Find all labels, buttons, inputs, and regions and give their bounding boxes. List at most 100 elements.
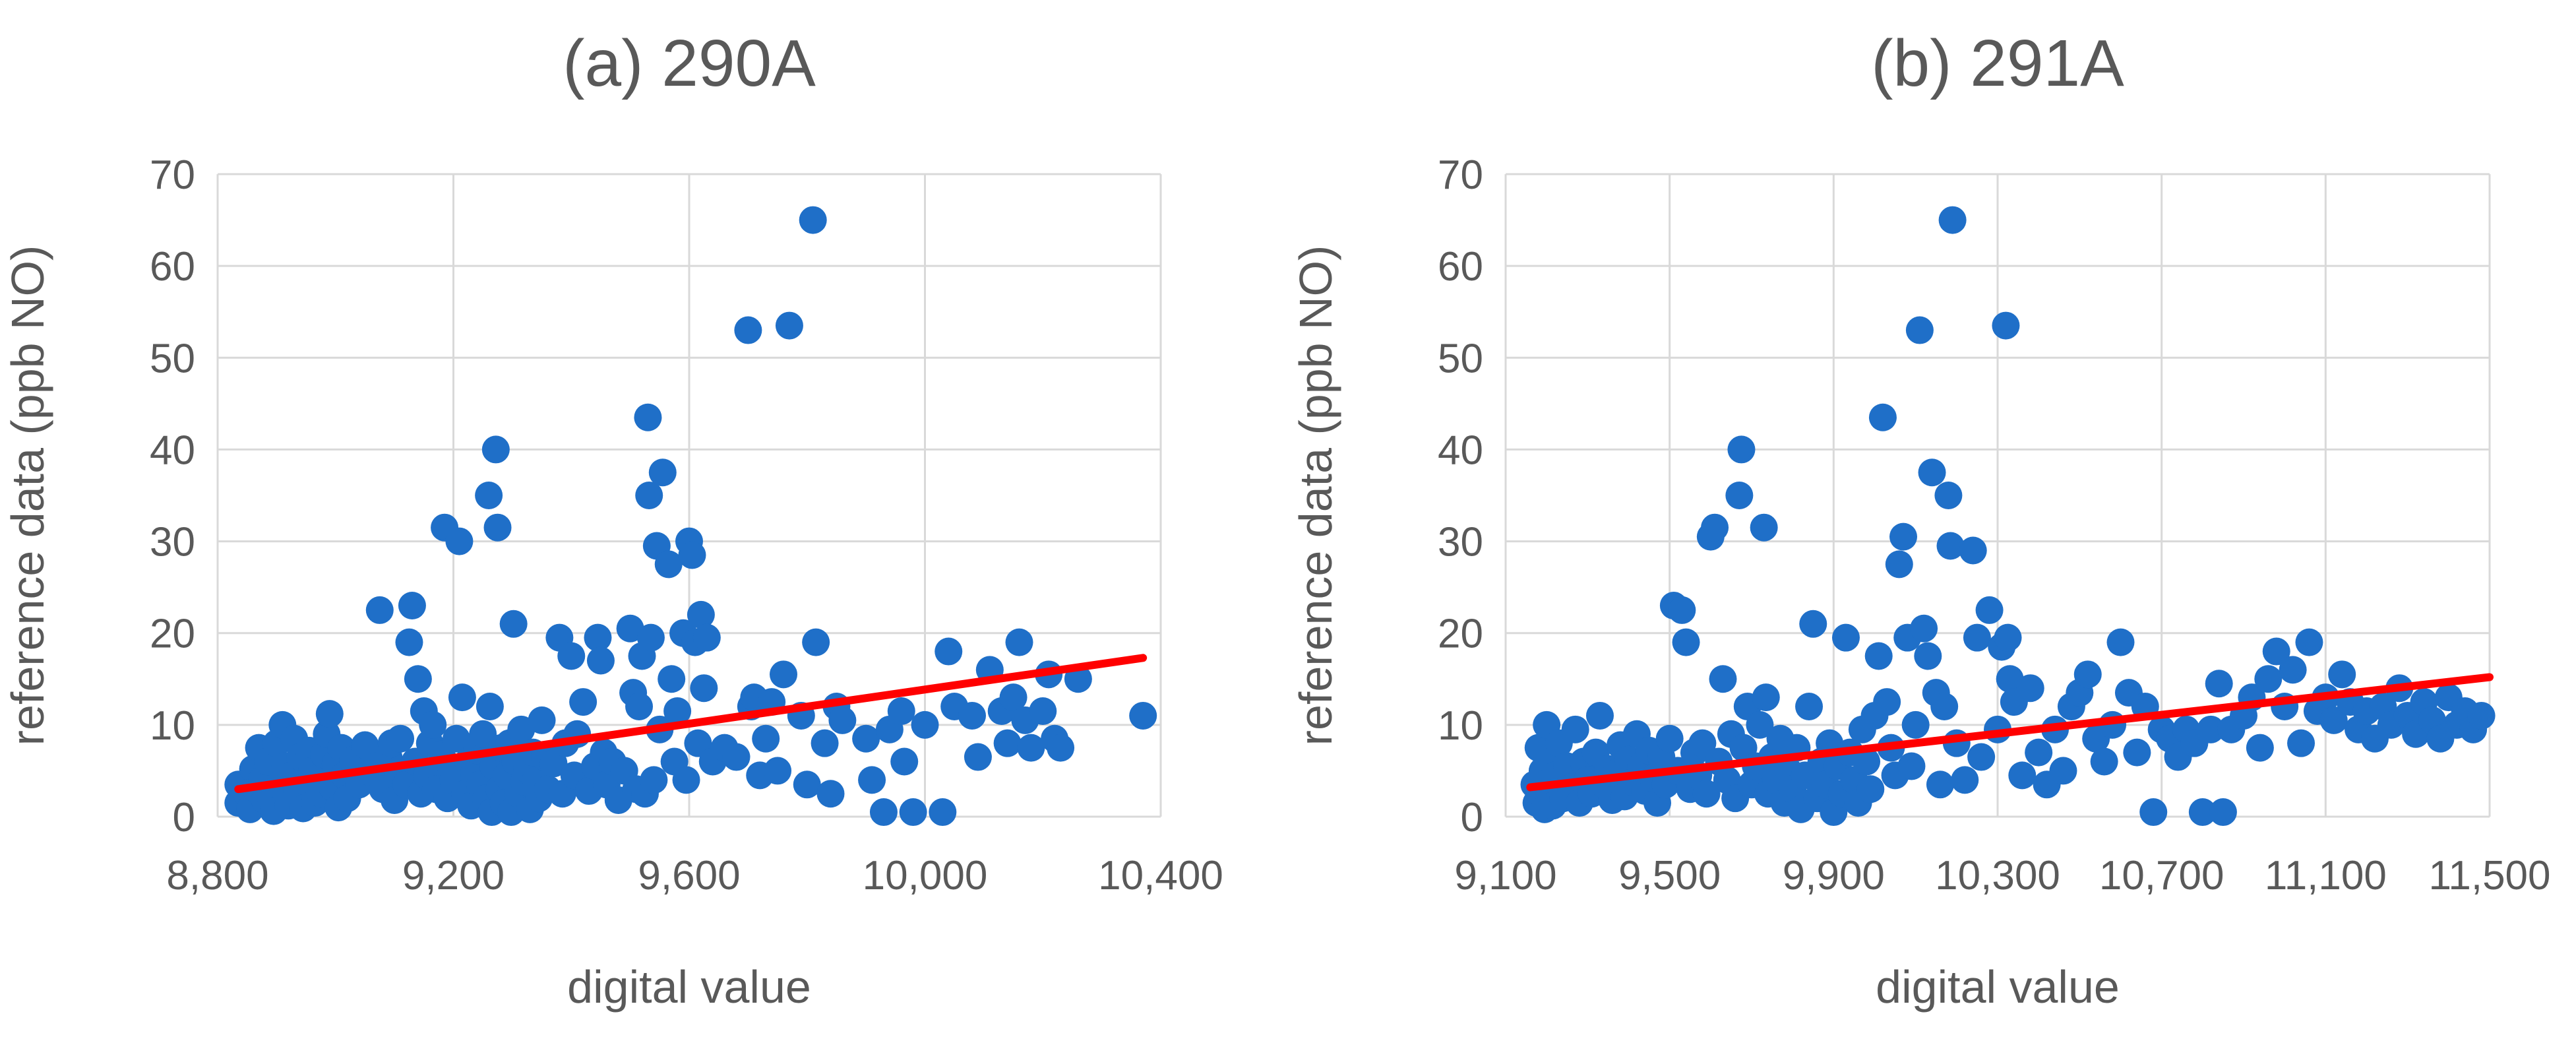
chart-a-trendline bbox=[234, 654, 1148, 794]
chart-a-data-point bbox=[448, 683, 476, 712]
chart-a-xtick-label: 10,000 bbox=[863, 853, 988, 898]
chart-a-data-point bbox=[734, 316, 762, 344]
chart-b-data-point bbox=[1963, 623, 1991, 652]
chart-a-data-point bbox=[1017, 734, 1045, 762]
chart-b-data-point bbox=[2262, 637, 2290, 666]
chart-a-data-point bbox=[386, 724, 415, 753]
chart-a-data-point bbox=[1005, 628, 1033, 656]
chart-a-data-point bbox=[692, 623, 721, 652]
chart-b-xtick-label: 10,300 bbox=[1935, 853, 2060, 898]
chart-b-data-point bbox=[2139, 798, 2168, 827]
chart-b-data-point bbox=[1885, 550, 1913, 579]
chart-a-data-point bbox=[398, 591, 426, 619]
chart-a-data-point bbox=[365, 596, 394, 624]
scatter-chart-b: 0 10 20 30 40 50 60 70 9,100 9,500 9,900 10,300 10,7… bbox=[1290, 26, 2551, 1013]
chart-a-data-point bbox=[351, 731, 379, 759]
chart-b-data-point bbox=[2254, 665, 2283, 693]
chart-b-data-point bbox=[1561, 715, 1589, 743]
chart-a-data-point bbox=[793, 770, 821, 799]
chart-b-data-point bbox=[1994, 623, 2022, 652]
chart-a-data-point bbox=[663, 697, 692, 725]
chart-b-data-point bbox=[1967, 743, 1996, 771]
chart-a-data-point bbox=[635, 482, 663, 509]
chart-a-data-point bbox=[929, 798, 957, 827]
chart-b-data-point bbox=[1831, 623, 1860, 652]
chart-a-data-point bbox=[395, 628, 423, 656]
chart-b-data-point bbox=[1926, 770, 1954, 799]
chart-a-data-point bbox=[315, 700, 344, 728]
chart-b-data-point bbox=[1914, 642, 1942, 670]
chart-b-data-point bbox=[2188, 798, 2217, 827]
chart-a-data-point bbox=[869, 798, 898, 827]
chart-a-data-point bbox=[858, 766, 886, 794]
chart-b-ytick-label: 40 bbox=[1438, 427, 1483, 473]
chart-b-ytick-label: 20 bbox=[1438, 612, 1483, 657]
chart-a-ytick-label: 40 bbox=[150, 427, 195, 473]
chart-b-ytick-label: 60 bbox=[1438, 244, 1483, 290]
chart-a-y-axis-title: reference data (ppb NO) bbox=[2, 245, 53, 746]
chart-a-data-point bbox=[483, 513, 512, 542]
chart-a-data-point bbox=[507, 715, 536, 743]
chart-b-data-point bbox=[1672, 628, 1700, 656]
chart-a-data-point bbox=[640, 766, 668, 794]
chart-a-data-point bbox=[625, 693, 654, 721]
chart-b-xtick-label: 11,100 bbox=[2265, 853, 2387, 898]
chart-b-data-point bbox=[1901, 710, 1930, 739]
chart-b-data-point bbox=[1799, 610, 1827, 638]
chart-a-data-point bbox=[993, 729, 1022, 757]
chart-a-data-point bbox=[499, 610, 528, 638]
chart-a-xtick-label: 9,600 bbox=[638, 853, 740, 898]
chart-a-data-point bbox=[616, 614, 644, 643]
chart-b-data-point bbox=[2049, 757, 2077, 785]
chart-b-ytick-label: 50 bbox=[1438, 336, 1483, 381]
chart-a-data-point bbox=[799, 206, 827, 234]
chart-a-data-point bbox=[687, 600, 715, 629]
chart-b-data-point bbox=[2319, 706, 2348, 734]
chart-b-data-point bbox=[1936, 532, 1965, 560]
chart-b-data-point bbox=[1910, 614, 1938, 643]
chart-b-data-point bbox=[1930, 693, 1959, 721]
chart-a-ytick-label: 50 bbox=[150, 336, 195, 381]
chart-b-data-point bbox=[2246, 734, 2274, 762]
chart-a-data-point bbox=[475, 482, 503, 509]
chart-a-data-point bbox=[722, 743, 751, 771]
chart-b-data-point bbox=[2328, 660, 2356, 689]
chart-a-data-point bbox=[690, 674, 718, 703]
chart-b-data-point bbox=[1746, 710, 1774, 739]
chart-b-data-point bbox=[1692, 780, 1721, 808]
chart-a-data-point bbox=[770, 660, 797, 689]
chart-a-data-point bbox=[678, 541, 706, 569]
chart-a-data-point bbox=[569, 688, 598, 716]
chart-a-data-point bbox=[419, 710, 447, 739]
chart-b-data-point bbox=[1934, 482, 1963, 509]
chart-a-data-point bbox=[1047, 734, 1075, 762]
chart-b-data-point bbox=[2016, 674, 2044, 703]
chart-a-data-point bbox=[899, 798, 927, 827]
chart-b-xtick-label: 9,900 bbox=[1783, 853, 1885, 898]
scatter-chart-a: 0 10 20 30 40 50 60 70 8,800 9,200 9,600 10,000 10,4… bbox=[2, 26, 1223, 1013]
chart-b-data-point bbox=[1864, 642, 1893, 670]
chart-b-data-point bbox=[1873, 688, 1901, 716]
chart-a-data-point bbox=[1129, 701, 1157, 730]
chart-a-data-point bbox=[752, 724, 780, 753]
chart-panel-b: 0 10 20 30 40 50 60 70 9,100 9,500 9,900 10,300 10,7… bbox=[1288, 0, 2576, 1034]
chart-a-data-point bbox=[539, 749, 568, 778]
chart-b-data-point bbox=[1856, 775, 1885, 803]
chart-a-data-point bbox=[584, 623, 612, 652]
chart-a-data-point bbox=[811, 729, 839, 757]
chart-a-ytick-label: 30 bbox=[150, 520, 195, 565]
chart-b-ytick-label: 30 bbox=[1438, 520, 1483, 565]
chart-b-data-point bbox=[2287, 729, 2315, 757]
chart-b-data-point bbox=[1889, 522, 1918, 551]
chart-b-data-point bbox=[1752, 683, 1780, 712]
chart-a-data-point bbox=[935, 637, 963, 666]
chart-a-xtick-label: 9,200 bbox=[402, 853, 505, 898]
chart-a-data-point bbox=[911, 710, 939, 739]
chart-a-ytick-label: 20 bbox=[150, 612, 195, 657]
chart-b-data-point bbox=[1868, 403, 1897, 431]
chart-b-data-point bbox=[1853, 747, 1881, 776]
chart-b-ytick-label: 10 bbox=[1438, 703, 1483, 749]
chart-a-data-point bbox=[802, 628, 830, 656]
chart-b-ytick-label: 0 bbox=[1461, 795, 1483, 840]
chart-b-data-point bbox=[1795, 693, 1824, 721]
